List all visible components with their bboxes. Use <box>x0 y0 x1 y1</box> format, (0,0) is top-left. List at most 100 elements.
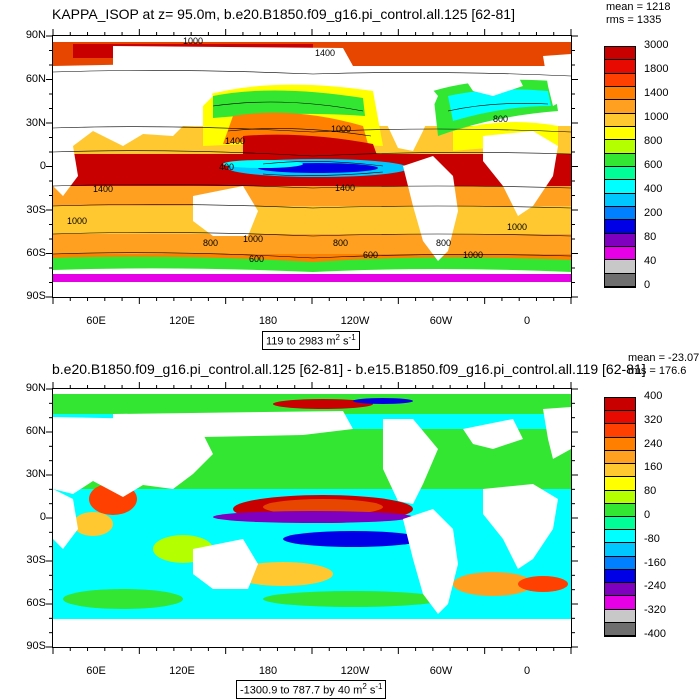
bottom-colorbar-cell <box>605 450 635 465</box>
bottom-lat-30s: 30S <box>26 554 46 566</box>
bottom-colorbar-cell <box>605 543 635 557</box>
bottom-map <box>52 388 572 648</box>
top-mean: mean = 1218 <box>606 1 671 13</box>
bottom-colorbar-label: 80 <box>644 485 657 498</box>
bottom-lon-120e: 120E <box>169 665 195 677</box>
top-colorbar-cell <box>605 193 635 207</box>
top-colorbar-label: 1000 <box>644 111 669 123</box>
bottom-colorbar-cell <box>605 622 635 636</box>
top-colorbar-cell <box>605 113 635 127</box>
bottom-range-s: s <box>366 684 376 697</box>
bottom-lat-30n: 30N <box>25 468 46 480</box>
bottom-colorbar-cell <box>605 569 635 584</box>
top-stats: mean = 1218 rms = 1335 <box>606 1 671 27</box>
bottom-lon-60w: 60W <box>429 665 453 677</box>
bottom-colorbar-cell <box>605 517 635 531</box>
top-colorbar-cell <box>605 140 635 154</box>
contour-label: 1400 <box>225 136 245 146</box>
top-colorbar-label: 600 <box>644 159 663 171</box>
bottom-stats: mean = -23.07 rms = 176.6 <box>628 352 699 378</box>
top-colorbar-label: 800 <box>644 135 663 147</box>
top-panel-title: KAPPA_ISOP at z= 95.0m, b.e20.B1850.f09_… <box>52 6 515 22</box>
bottom-panel-title: b.e20.B1850.f09_g16.pi_control.all.125 [… <box>52 361 646 377</box>
top-colorbar-cell <box>605 273 635 287</box>
bottom-colorbar-label: 400 <box>644 390 663 402</box>
top-colorbar-cell <box>605 127 635 141</box>
contour-label: 800 <box>493 114 508 124</box>
bottom-range-sup2: -1 <box>375 682 383 691</box>
contour-label: 600 <box>249 254 264 264</box>
bottom-rms: rms = 176.6 <box>628 365 687 377</box>
bottom-colorbar-cell <box>605 477 635 491</box>
bottom-colorbar-label: -320 <box>644 604 667 617</box>
top-map: 1000 1400 1400 1000 800 1400 1000 400 14… <box>52 35 572 298</box>
top-lat-30n: 30N <box>25 117 46 129</box>
top-lat-0: 0 <box>39 160 46 172</box>
top-lat-90s: 90S <box>26 290 46 302</box>
top-colorbar-cell <box>605 260 635 274</box>
top-lon-60e: 60E <box>86 315 106 327</box>
bottom-colorbar-cell <box>605 530 635 544</box>
bottom-colorbar-label: -160 <box>644 556 667 569</box>
top-colorbar-label: 40 <box>644 255 657 267</box>
bottom-colorbar-label: 320 <box>644 413 663 426</box>
bottom-range-box: -1300.9 to 787.7 by 40 m2 s-1 <box>236 680 387 699</box>
bottom-lat-60s: 60S <box>26 597 46 609</box>
top-lon-0: 0 <box>523 315 531 327</box>
contour-label: 800 <box>333 238 348 248</box>
top-range-s: s <box>339 335 349 348</box>
top-colorbar-label: 1800 <box>644 63 669 75</box>
contour-label: 800 <box>436 238 451 248</box>
contour-label: 1000 <box>331 124 351 134</box>
top-range-sup2: -1 <box>348 333 356 342</box>
bottom-lon-60e: 60E <box>86 665 106 677</box>
top-colorbar-cell <box>605 180 635 194</box>
bottom-colorbar-label: 0 <box>644 509 651 521</box>
bottom-colorbar <box>604 397 636 637</box>
top-colorbar-cell <box>605 207 635 221</box>
bottom-colorbar-cell <box>605 609 635 623</box>
top-lat-60s: 60S <box>26 247 46 259</box>
bottom-colorbar-cell <box>605 596 635 610</box>
contour-label: 400 <box>219 162 234 172</box>
contour-label: 1000 <box>67 216 87 226</box>
top-range-text: 119 to 2983 m <box>266 335 336 348</box>
top-lon-180: 180 <box>258 315 278 327</box>
bottom-colorbar-label: -400 <box>644 628 667 640</box>
top-lat-60n: 60N <box>25 73 46 85</box>
top-lat-90n: 90N <box>25 29 46 41</box>
bottom-colorbar-label: -80 <box>644 532 660 545</box>
bottom-colorbar-label: 240 <box>644 437 663 450</box>
bottom-colorbar-cell <box>605 411 635 425</box>
top-colorbar-label: 200 <box>644 207 663 219</box>
top-colorbar-cell <box>605 233 635 247</box>
contour-label: 1000 <box>463 250 483 260</box>
bottom-colorbar-cell <box>605 398 635 412</box>
top-colorbar-label: 0 <box>644 279 651 291</box>
contour-label: 1400 <box>335 183 355 193</box>
bottom-lon-180: 180 <box>258 665 278 677</box>
top-colorbar-cell <box>605 87 635 101</box>
bottom-lon-0: 0 <box>523 665 531 677</box>
contour-label: 1000 <box>243 234 263 244</box>
top-colorbar-label: 1400 <box>644 87 669 99</box>
top-lon-60w: 60W <box>429 315 453 327</box>
top-colorbar-label: 400 <box>644 183 663 195</box>
contour-label: 800 <box>203 238 218 248</box>
top-colorbar-cell <box>605 100 635 114</box>
bottom-lat-0: 0 <box>39 511 46 523</box>
bottom-lon-120w: 120W <box>340 665 370 677</box>
contour-label: 1000 <box>183 36 203 46</box>
bottom-lat-60n: 60N <box>25 425 46 437</box>
top-rms: rms = 1335 <box>606 14 662 26</box>
top-colorbar-label: 3000 <box>644 39 669 51</box>
bottom-colorbar-cell <box>605 464 635 478</box>
contour-label: 1400 <box>315 48 335 58</box>
top-colorbar <box>604 46 636 288</box>
bottom-colorbar-cell <box>605 437 635 451</box>
top-colorbar-label: 80 <box>644 231 657 243</box>
top-lat-30s: 30S <box>26 204 46 216</box>
top-colorbar-cell <box>605 73 635 87</box>
top-lon-120e: 120E <box>169 315 195 327</box>
